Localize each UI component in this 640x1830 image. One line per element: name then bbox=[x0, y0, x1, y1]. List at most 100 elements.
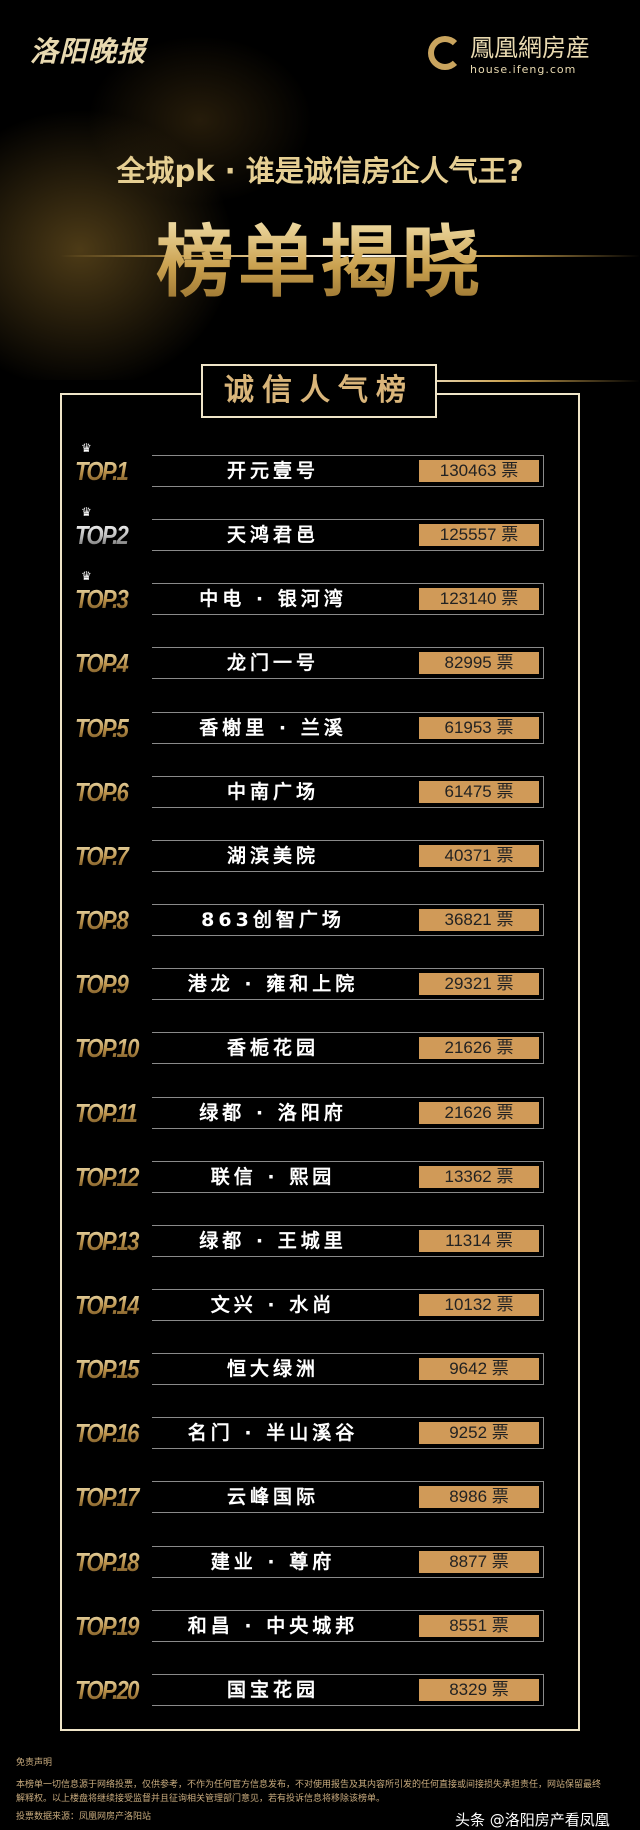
vote-number: 8551 bbox=[449, 1615, 488, 1635]
ranking-row: TOP.14 文兴 · 水尚 10132 票 bbox=[75, 1288, 545, 1321]
row-box bbox=[152, 1673, 544, 1706]
vote-unit: 票 bbox=[501, 461, 519, 480]
ranking-row: TOP.12 联信 · 熙园 13362 票 bbox=[75, 1160, 545, 1193]
project-name: 建业 · 尊府 bbox=[210, 1550, 336, 1573]
vote-unit: 票 bbox=[496, 974, 514, 994]
vote-number: 9252 bbox=[449, 1423, 488, 1443]
crown-icon: ♛ bbox=[81, 441, 92, 455]
vote-unit: 票 bbox=[496, 653, 514, 673]
project-name: 中南广场 bbox=[226, 780, 319, 803]
vote-unit: 票 bbox=[496, 1166, 514, 1186]
vote-count: 36821 票 bbox=[419, 909, 539, 932]
vote-count: 21626 票 bbox=[419, 1037, 539, 1060]
page-title: 榜单揭晓 bbox=[0, 200, 640, 312]
crown-icon: ♛ bbox=[81, 505, 92, 520]
vote-count: 123140 票 bbox=[419, 588, 539, 611]
project-name: 绿都 · 王城里 bbox=[199, 1229, 347, 1252]
vote-count: 13362 票 bbox=[419, 1165, 539, 1188]
vote-unit: 票 bbox=[501, 589, 519, 609]
project-name: 天鸿君邑 bbox=[226, 524, 319, 547]
vote-number: 61953 bbox=[444, 717, 492, 737]
row-box bbox=[152, 968, 544, 1001]
vote-number: 123140 bbox=[439, 589, 497, 609]
row-box bbox=[152, 1032, 544, 1065]
row-box bbox=[152, 711, 544, 744]
board-title: 诚信人气榜 bbox=[201, 364, 437, 418]
light-streak bbox=[60, 255, 640, 257]
rank-badge: TOP.14 bbox=[75, 1291, 152, 1319]
row-box bbox=[152, 1609, 544, 1642]
vote-number: 40371 bbox=[444, 845, 492, 865]
vote-count: 130463 票 bbox=[419, 460, 539, 482]
vote-number: 21626 bbox=[444, 1038, 492, 1058]
project-name: 港龙 · 雍和上院 bbox=[187, 973, 359, 996]
ifeng-swirl-icon bbox=[428, 36, 462, 70]
row-box bbox=[152, 1417, 544, 1450]
vote-count: 125557 票 bbox=[419, 524, 539, 547]
rank-badge: TOP.4 bbox=[75, 649, 152, 677]
rank-badge: TOP.3 bbox=[75, 585, 152, 613]
vote-unit: 票 bbox=[491, 1423, 509, 1443]
vote-unit: 票 bbox=[495, 1230, 513, 1250]
vote-count: 9642 票 bbox=[419, 1358, 539, 1381]
disclaimer-text: 本榜单一切信息源于网络投票，仅供参考，不作为任何官方信息发布，不对使用报告及其内… bbox=[16, 1780, 602, 1804]
vote-unit: 票 bbox=[491, 1679, 509, 1699]
project-name: 开元壹号 bbox=[226, 460, 319, 482]
vote-unit: 票 bbox=[496, 1102, 514, 1122]
vote-number: 21626 bbox=[444, 1102, 492, 1122]
ifeng-logo-cn: 鳳凰網房産 bbox=[470, 34, 590, 62]
project-name: 联信 · 熙园 bbox=[210, 1165, 336, 1188]
vote-count: 8551 票 bbox=[419, 1614, 539, 1637]
rank-badge: TOP.10 bbox=[75, 1034, 152, 1062]
vote-unit: 票 bbox=[491, 1359, 509, 1379]
vote-count: 8329 票 bbox=[419, 1678, 539, 1701]
rank-badge: TOP.15 bbox=[75, 1355, 152, 1383]
row-box bbox=[152, 1353, 544, 1386]
row-box bbox=[152, 1160, 544, 1193]
vote-unit: 票 bbox=[491, 1615, 509, 1635]
vote-number: 8986 bbox=[449, 1487, 488, 1507]
rank-badge: TOP.16 bbox=[75, 1419, 152, 1447]
ranking-row: TOP.11 绿都 · 洛阳府 21626 票 bbox=[75, 1096, 545, 1129]
vote-count: 82995 票 bbox=[419, 652, 539, 675]
vote-unit: 票 bbox=[491, 1487, 509, 1507]
row-box bbox=[152, 647, 544, 680]
ranking-row: TOP.20 国宝花园 8329 票 bbox=[75, 1673, 545, 1706]
vote-number: 125557 bbox=[439, 525, 497, 545]
rank-badge: TOP.1 bbox=[75, 457, 152, 485]
vote-number: 13362 bbox=[444, 1166, 492, 1186]
vote-unit: 票 bbox=[501, 525, 519, 545]
project-name: 名门 · 半山溪谷 bbox=[187, 1422, 359, 1445]
rank-badge: TOP.8 bbox=[75, 906, 152, 934]
project-name: 香栀花园 bbox=[226, 1037, 319, 1060]
rank-badge: TOP.6 bbox=[75, 778, 152, 806]
vote-number: 11314 bbox=[445, 1230, 492, 1250]
vote-count: 40371 票 bbox=[419, 844, 539, 867]
project-name: 国宝花园 bbox=[226, 1678, 319, 1701]
disclaimer-title: 免责声明 bbox=[16, 1758, 53, 1768]
subtitle: 全城pk · 谁是诚信房企人气王? bbox=[116, 154, 524, 188]
rank-badge: TOP.11 bbox=[75, 1099, 152, 1127]
luoyang-evening-news-logo: 洛阳晚报 bbox=[30, 35, 147, 68]
vote-count: 10132 票 bbox=[419, 1293, 539, 1316]
project-name: 云峰国际 bbox=[226, 1486, 319, 1509]
light-streak bbox=[240, 380, 640, 382]
vote-unit: 票 bbox=[496, 781, 514, 801]
rank-badge: TOP.2 bbox=[75, 521, 152, 549]
vote-unit: 票 bbox=[491, 1551, 509, 1571]
data-source: 投票数据来源：凤凰网房产洛阳站 bbox=[16, 1812, 152, 1822]
rank-badge: TOP.18 bbox=[75, 1548, 152, 1576]
project-name: 863创智广场 bbox=[201, 909, 345, 932]
vote-number: 29321 bbox=[444, 974, 492, 994]
ranking-row: TOP.16 名门 · 半山溪谷 9252 票 bbox=[75, 1417, 545, 1450]
ranking-row: TOP.13 绿都 · 王城里 11314 票 bbox=[75, 1224, 545, 1257]
vote-unit: 票 bbox=[496, 1038, 514, 1058]
vote-unit: 票 bbox=[496, 910, 514, 930]
project-name: 恒大绿洲 bbox=[226, 1358, 319, 1381]
row-box bbox=[152, 1224, 544, 1257]
vote-unit: 票 bbox=[496, 1294, 514, 1314]
vote-number: 82995 bbox=[444, 653, 492, 673]
vote-count: 8877 票 bbox=[419, 1550, 539, 1573]
project-name: 中电 · 银河湾 bbox=[199, 588, 347, 611]
row-box bbox=[152, 904, 544, 937]
